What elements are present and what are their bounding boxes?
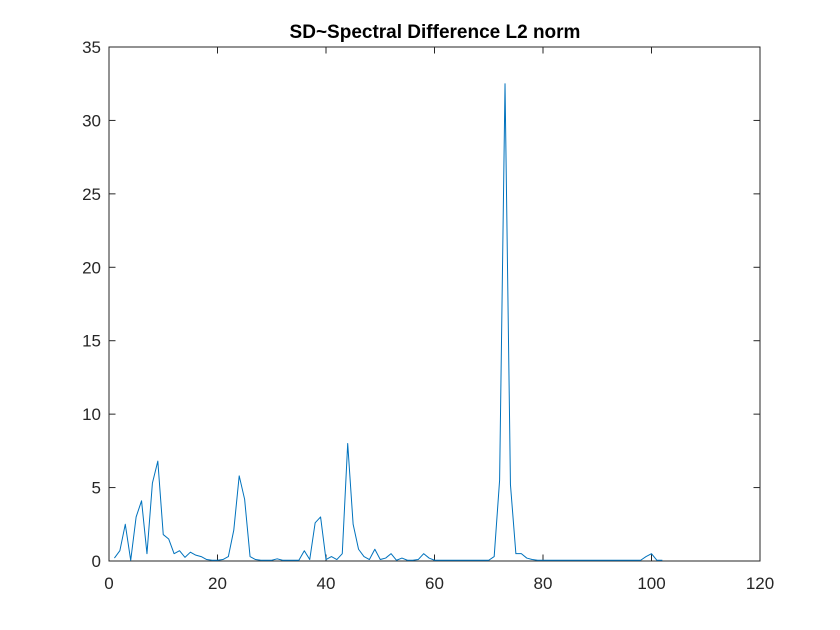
y-tick-label: 25 bbox=[82, 185, 101, 204]
tick-labels-layer: 0 20 40 60 80 100 120 0 5 10 15 20 25 30 35 bbox=[82, 38, 774, 593]
y-tick-label: 20 bbox=[82, 258, 101, 277]
x-tick-label: 100 bbox=[637, 574, 665, 593]
x-tick-label: 80 bbox=[534, 574, 553, 593]
y-tick-label: 0 bbox=[92, 552, 101, 571]
y-tick-label: 10 bbox=[82, 405, 101, 424]
x-tick-label: 60 bbox=[425, 574, 444, 593]
x-tick-label: 20 bbox=[208, 574, 227, 593]
x-tick-label: 40 bbox=[317, 574, 336, 593]
ticks-layer bbox=[108, 46, 761, 562]
y-tick-label: 35 bbox=[82, 38, 101, 57]
x-tick-label: 0 bbox=[104, 574, 113, 593]
series-line bbox=[114, 83, 663, 561]
chart-title: SD~Spectral Difference L2 norm bbox=[290, 22, 581, 43]
y-tick-label: 5 bbox=[92, 479, 101, 498]
axes-box bbox=[108, 46, 761, 562]
x-tick-label: 120 bbox=[746, 574, 774, 593]
y-tick-label: 15 bbox=[82, 332, 101, 351]
y-tick-label: 30 bbox=[82, 111, 101, 130]
